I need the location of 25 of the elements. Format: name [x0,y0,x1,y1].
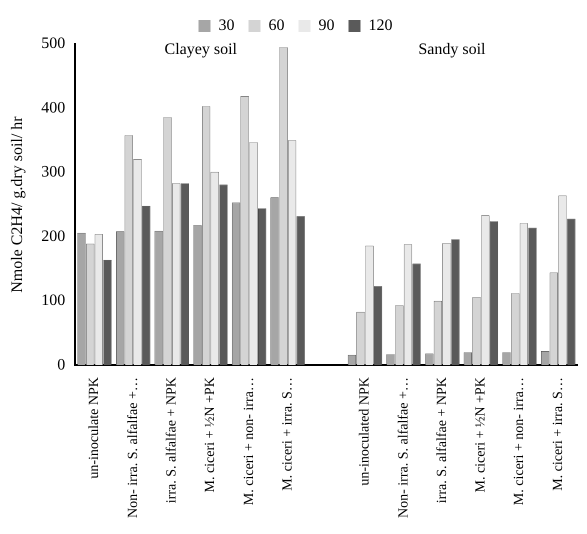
y-tick-label: 200 [41,228,66,245]
x-tick-label: irra. S. alfalfae + NPK [164,377,180,504]
x-tick-label: M. ciceri + irra. S… [280,377,296,491]
annotation: Sandy soil [418,41,486,58]
x-tick-label: un-inoculated NPK [358,377,373,486]
y-tick-label: 400 [41,99,66,116]
x-tick-label: M. ciceri + irra. S… [550,377,566,491]
x-tick-label: un-inoculate NPK [87,377,102,479]
x-tick-label: Non- irra. S. alfalfae +… [396,377,412,518]
legend-label: 60 [268,17,284,34]
legend-label: 90 [318,17,334,34]
legend-label: 120 [368,17,392,34]
x-tick-label: M. ciceri + non- irra… [242,377,257,506]
y-axis-title: Nmole C2H4/ g.dry soil/ hr [8,116,26,293]
x-tick-label: irra. S. alfalfae + NPK [434,377,450,504]
x-tick-label: M. ciceri + ½N +PK [474,377,489,493]
y-tick-label: 100 [41,292,66,310]
x-tick-label: Non- irra. S. alfalfae +… [126,377,141,518]
y-tick-label: 0 [57,356,66,374]
y-tick-label: 300 [41,164,66,181]
legend-label: 30 [218,17,234,34]
y-tick-label: 500 [41,35,66,52]
x-tick-label: M. ciceri + ½N +PK [203,377,218,493]
annotation: Clayey soil [164,41,238,58]
x-tick-label: M. ciceri + non- irra… [512,377,528,506]
